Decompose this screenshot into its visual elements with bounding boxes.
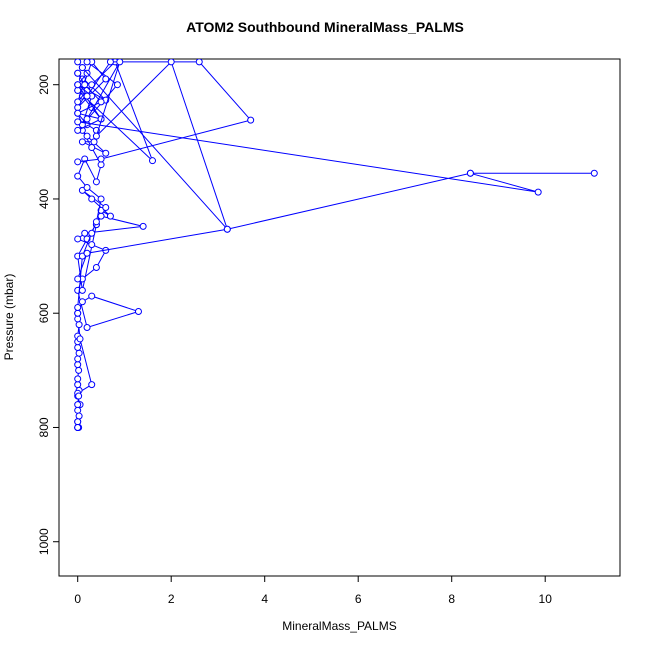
x-tick-label: 0 <box>74 592 81 606</box>
x-tick-label: 4 <box>261 592 268 606</box>
x-tick-label: 6 <box>355 592 362 606</box>
data-point <box>92 132 100 140</box>
data-point <box>88 229 96 237</box>
series-layer <box>74 59 598 431</box>
data-point <box>102 204 110 212</box>
y-tick-label: 800 <box>37 417 51 437</box>
series-line <box>82 60 228 230</box>
y-tick-label: 1000 <box>37 528 51 555</box>
data-point <box>74 118 82 126</box>
data-point <box>92 218 100 226</box>
data-point <box>113 81 121 89</box>
data-point <box>83 115 91 123</box>
data-point <box>74 86 82 94</box>
x-axis-label: MineralMass_PALMS <box>282 619 397 633</box>
data-point <box>74 315 82 323</box>
data-point <box>75 412 83 420</box>
data-point <box>92 264 100 272</box>
data-point <box>534 188 542 196</box>
data-point <box>590 169 598 177</box>
data-point <box>74 406 82 414</box>
data-point <box>75 349 83 357</box>
data-point <box>83 59 91 66</box>
x-tick-label: 2 <box>168 592 175 606</box>
data-point <box>74 401 82 409</box>
data-point <box>74 235 82 243</box>
data-point <box>74 361 82 369</box>
data-point <box>75 321 83 329</box>
data-point <box>97 161 105 169</box>
data-point <box>75 392 83 400</box>
y-axis: 200 400 600 800 1000 <box>37 74 60 555</box>
data-point <box>97 195 105 203</box>
data-point <box>83 132 91 140</box>
data-point <box>74 59 82 66</box>
data-point <box>88 241 96 249</box>
data-point <box>116 59 124 66</box>
data-point <box>81 81 89 89</box>
data-point <box>92 178 100 186</box>
data-point <box>74 104 82 112</box>
data-point <box>78 64 86 72</box>
data-point <box>139 222 147 230</box>
data-point <box>74 126 82 134</box>
chart-title: ATOM2 Southbound MineralMass_PALMS <box>186 19 464 35</box>
data-point <box>74 309 82 317</box>
data-point <box>74 69 82 77</box>
data-point <box>74 275 82 283</box>
series-line <box>77 61 252 163</box>
data-point <box>102 149 110 157</box>
data-point <box>75 366 83 374</box>
data-point <box>223 225 231 233</box>
data-point <box>88 381 96 389</box>
data-point <box>74 355 82 363</box>
data-point <box>97 155 105 163</box>
data-point <box>83 92 91 100</box>
x-axis: 0 2 4 6 8 10 <box>74 575 553 606</box>
data-point <box>74 81 82 89</box>
data-point <box>76 335 84 343</box>
data-point <box>149 157 156 165</box>
data-point <box>83 323 91 331</box>
x-tick-label: 10 <box>539 592 553 606</box>
data-point <box>74 98 82 106</box>
data-point <box>195 59 203 66</box>
data-point <box>74 343 82 351</box>
series-line <box>77 121 595 280</box>
data-point <box>102 75 110 83</box>
data-point <box>74 375 82 383</box>
x-tick-label: 8 <box>448 592 455 606</box>
data-point <box>106 212 114 220</box>
y-tick-label: 400 <box>37 189 51 209</box>
data-point <box>78 286 86 294</box>
data-point <box>97 212 105 220</box>
data-point <box>78 138 86 146</box>
data-point <box>247 116 255 124</box>
data-point <box>97 98 105 106</box>
data-point <box>90 138 98 146</box>
data-point <box>88 144 96 152</box>
data-point <box>74 381 82 389</box>
data-point <box>167 59 175 66</box>
data-point <box>74 418 82 426</box>
y-tick-label: 200 <box>37 74 51 94</box>
data-point <box>74 158 82 166</box>
data-point <box>83 249 91 257</box>
data-point <box>74 109 82 117</box>
data-point <box>74 423 82 431</box>
data-point <box>88 195 96 203</box>
series-line <box>76 189 144 329</box>
data-point <box>74 172 82 180</box>
data-point <box>466 169 474 177</box>
data-point <box>83 184 91 192</box>
data-point <box>106 59 114 66</box>
data-point <box>134 308 142 316</box>
data-point <box>81 229 89 237</box>
data-point <box>88 292 96 300</box>
y-tick-label: 600 <box>37 303 51 323</box>
data-point <box>74 304 82 312</box>
data-point <box>78 298 86 306</box>
